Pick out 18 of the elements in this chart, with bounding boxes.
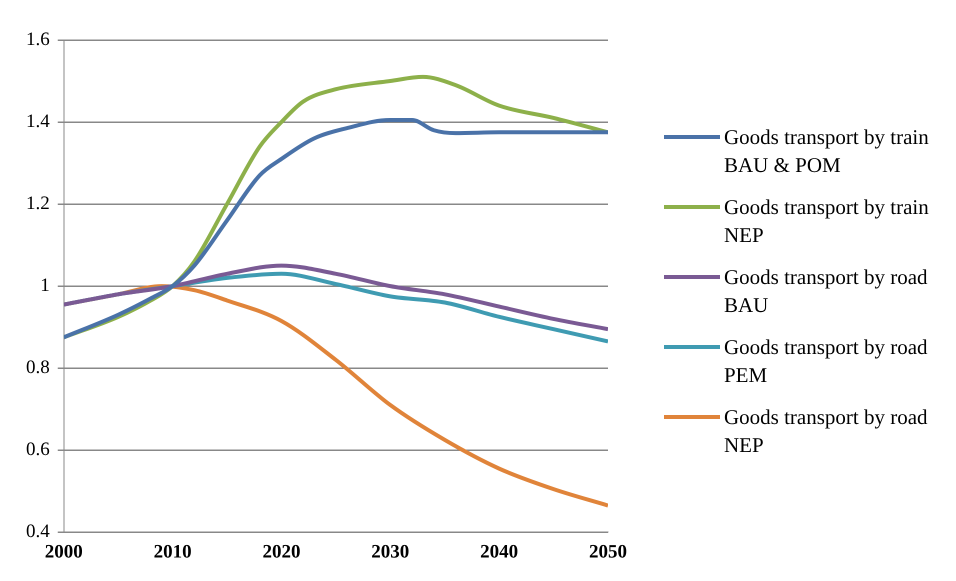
x-tick-label: 2010 (154, 542, 192, 563)
y-tick-label: 1.6 (26, 28, 50, 50)
legend-label: Goods transport by road NEP (724, 404, 929, 458)
y-tick-label: 1 (40, 275, 50, 296)
x-tick-label: 2020 (262, 542, 300, 563)
x-tick-label: 2050 (589, 542, 627, 563)
x-tick-label: 2030 (371, 542, 410, 563)
y-tick-label: 1.4 (26, 111, 50, 132)
legend-label: Goods transport by train BAU & POM (724, 124, 929, 178)
legend-label: Goods transport by road BAU (724, 264, 929, 318)
y-tick-label: 0.6 (26, 439, 50, 460)
y-tick-label: 1.2 (26, 193, 50, 214)
x-tick-label: 2000 (44, 542, 83, 563)
x-tick-label: 2040 (480, 542, 518, 563)
legend-label: Goods transport by road PEM (724, 334, 929, 388)
y-tick-label: 0.4 (26, 521, 50, 542)
y-tick-label: 0.8 (26, 357, 50, 378)
legend-label: Goods transport by train NEP (724, 194, 929, 248)
